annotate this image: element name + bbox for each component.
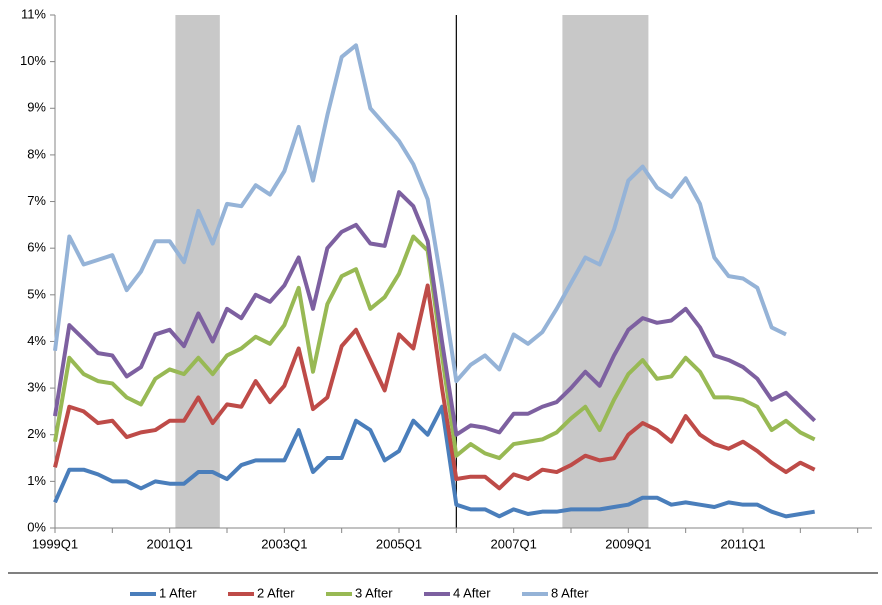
series-line bbox=[53, 283, 816, 491]
y-tick-label: 6% bbox=[27, 240, 46, 255]
legend-label: 4 After bbox=[453, 585, 491, 600]
legend-label: 2 After bbox=[257, 585, 295, 600]
legend-label: 1 After bbox=[159, 585, 197, 600]
x-tick-label: 2009Q1 bbox=[605, 536, 651, 551]
y-tick-label: 11% bbox=[21, 6, 46, 21]
y-tick-label: 3% bbox=[27, 380, 46, 395]
y-tick-label: 7% bbox=[27, 193, 46, 208]
y-tick-label: 2% bbox=[27, 426, 46, 441]
series-line bbox=[53, 43, 787, 384]
legend-label: 8 After bbox=[551, 585, 589, 600]
shaded-period bbox=[175, 15, 220, 528]
y-tick-label: 10% bbox=[20, 53, 46, 68]
x-tick-label: 2001Q1 bbox=[147, 536, 193, 551]
x-tick-label: 1999Q1 bbox=[32, 536, 78, 551]
y-tick-label: 8% bbox=[27, 146, 46, 161]
y-tick-label: 4% bbox=[27, 333, 46, 348]
y-tick-label: 5% bbox=[27, 286, 46, 301]
y-tick-label: 9% bbox=[27, 100, 46, 115]
legend-label: 3 After bbox=[355, 585, 393, 600]
y-tick-label: 0% bbox=[27, 519, 46, 534]
y-tick-label: 1% bbox=[27, 473, 46, 488]
series-line bbox=[53, 404, 815, 519]
x-tick-label: 2011Q1 bbox=[720, 536, 765, 551]
x-tick-label: 2003Q1 bbox=[261, 536, 307, 551]
x-tick-label: 2007Q1 bbox=[491, 536, 537, 551]
x-tick-label: 2005Q1 bbox=[376, 536, 422, 551]
series-line bbox=[53, 190, 817, 437]
